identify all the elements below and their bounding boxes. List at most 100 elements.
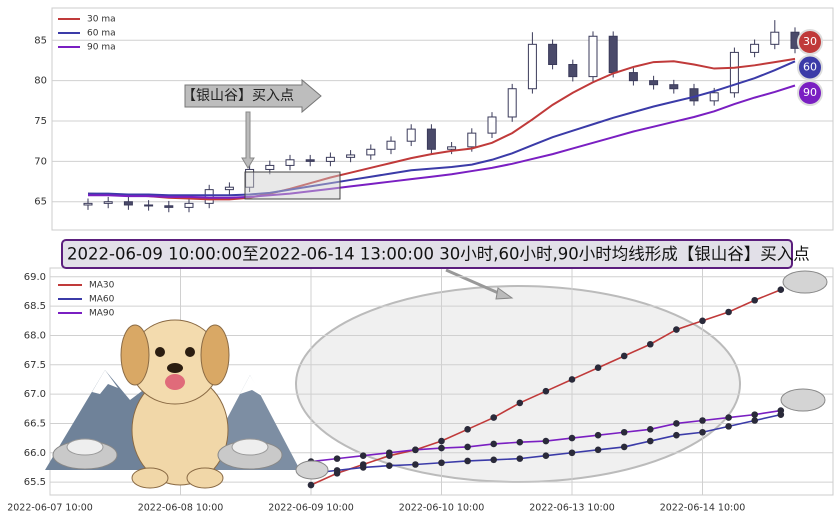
point — [620, 352, 628, 360]
top-chart: 65 70 75 80 85 30 ma 30 60 ma 60 90 ma 90 — [34, 15, 833, 213]
y-tick-label: 85 — [34, 35, 47, 46]
point — [333, 467, 341, 474]
point — [333, 455, 341, 462]
candle-body — [750, 43, 760, 53]
candle-body — [164, 205, 174, 208]
y-tick-label: 70 — [34, 156, 47, 167]
point — [516, 455, 524, 462]
decoration-dog — [120, 319, 230, 489]
ma-line — [87, 57, 796, 201]
point — [751, 417, 758, 424]
y-tick-label: 67.5 — [24, 360, 46, 371]
badge-label: 90 — [803, 86, 817, 99]
candle-body — [487, 116, 497, 134]
point — [490, 456, 498, 464]
point — [464, 443, 471, 451]
candle-body — [245, 168, 255, 188]
candle-body — [588, 35, 598, 78]
x-tick-label: 2022-06-08 10:00 — [138, 503, 224, 514]
candle-body — [103, 201, 113, 204]
candle-body — [346, 154, 356, 158]
pointer-line — [445, 268, 504, 297]
point — [542, 452, 550, 460]
candle-body — [224, 186, 234, 191]
candle-body — [568, 64, 578, 78]
point — [386, 449, 393, 457]
candle-body — [386, 140, 396, 150]
point — [673, 326, 680, 333]
candle-body — [467, 132, 477, 148]
badge — [797, 29, 823, 55]
point — [594, 446, 602, 454]
candle-body — [689, 88, 699, 102]
point — [777, 286, 785, 294]
point — [647, 426, 654, 433]
point — [699, 317, 706, 325]
ma-line — [88, 84, 796, 199]
point — [438, 459, 445, 467]
candle-body — [184, 202, 194, 208]
x-tick-label: 2022-06-13 10:00 — [529, 503, 615, 514]
point — [359, 452, 367, 460]
point — [620, 443, 628, 451]
point — [777, 407, 785, 414]
point — [464, 457, 471, 465]
candle-body — [770, 31, 780, 45]
point — [568, 376, 576, 383]
y-tick-label: 68.5 — [24, 301, 46, 312]
bottom-chart: 65.5 66.0 66.5 67.0 67.5 68.0 68.5 69.0 2022-06-… — [7, 268, 833, 514]
point — [620, 428, 628, 436]
point — [647, 437, 654, 445]
legend-label: 30 ma — [87, 15, 116, 25]
x-tick-label: 2022-06-07 10:00 — [7, 503, 93, 514]
point — [386, 462, 393, 469]
candle-body — [608, 35, 618, 74]
point — [516, 399, 524, 407]
point — [490, 440, 498, 448]
point — [542, 437, 550, 445]
point — [438, 444, 445, 452]
point — [464, 426, 471, 433]
point — [438, 437, 445, 445]
y-tick-label: 65.5 — [24, 477, 46, 488]
point — [412, 446, 419, 454]
legend-label: MA60 — [89, 295, 115, 305]
x-tick-label: 2022-06-14 10:00 — [660, 503, 746, 514]
point — [568, 434, 576, 442]
candle-body — [204, 189, 214, 204]
point — [412, 461, 419, 468]
legend-label: 60 ma — [87, 29, 116, 39]
badge-label: 30 — [803, 35, 817, 48]
candle-body — [709, 92, 719, 102]
candle-body — [285, 159, 295, 166]
y-tick-label: 69.0 — [24, 272, 46, 283]
candle-body — [628, 72, 638, 82]
banner — [61, 239, 793, 269]
point — [673, 431, 680, 439]
point — [647, 340, 654, 348]
candle-body — [305, 159, 315, 162]
legend-label: 90 ma — [87, 43, 116, 53]
y-tick-label: 68.0 — [24, 330, 46, 341]
point — [594, 431, 602, 439]
y-tick-label: 67.0 — [24, 389, 46, 400]
point — [490, 414, 498, 421]
point — [699, 417, 706, 424]
badge — [797, 80, 823, 106]
candle-body — [527, 43, 537, 90]
candle-body — [729, 51, 739, 94]
ma-line — [88, 60, 796, 197]
legend-label: MA30 — [89, 281, 115, 291]
candle-body — [406, 128, 416, 142]
candle-body — [144, 204, 154, 207]
candle-body — [426, 128, 436, 150]
annotation-arrow — [184, 78, 322, 114]
x-tick-label: 2022-06-10 10:00 — [399, 503, 485, 514]
candle-body — [325, 156, 335, 162]
decoration-ingots — [52, 270, 828, 480]
y-tick-label: 65 — [34, 197, 47, 208]
pointer-arrow — [241, 111, 255, 169]
y-tick-label: 66.5 — [24, 418, 46, 429]
point — [542, 387, 550, 395]
